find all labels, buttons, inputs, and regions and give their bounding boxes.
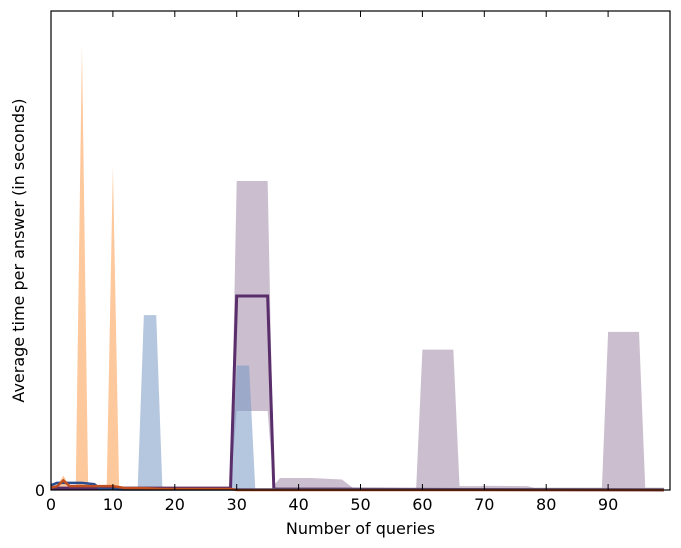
ticks-layer: 0 10 20 30 40 50 60 70 80 90 0	[35, 11, 670, 514]
x-tick-label: 50	[350, 495, 370, 514]
x-tick-label: 30	[227, 495, 247, 514]
x-tick-label: 80	[536, 495, 556, 514]
x-tick-label: 90	[598, 495, 618, 514]
bands-layer	[51, 46, 664, 491]
x-tick-label: 0	[46, 495, 56, 514]
y-axis-label: Average time per answer (in seconds)	[9, 98, 28, 402]
x-tick-label: 20	[165, 495, 185, 514]
y-tick-label: 0	[35, 481, 45, 500]
x-tick-label: 40	[288, 495, 308, 514]
band-1	[51, 315, 664, 490]
band-2	[51, 46, 664, 491]
x-axis-label: Number of queries	[286, 519, 435, 538]
x-tick-label: 60	[412, 495, 432, 514]
x-tick-label: 70	[474, 495, 494, 514]
x-tick-label: 10	[103, 495, 123, 514]
